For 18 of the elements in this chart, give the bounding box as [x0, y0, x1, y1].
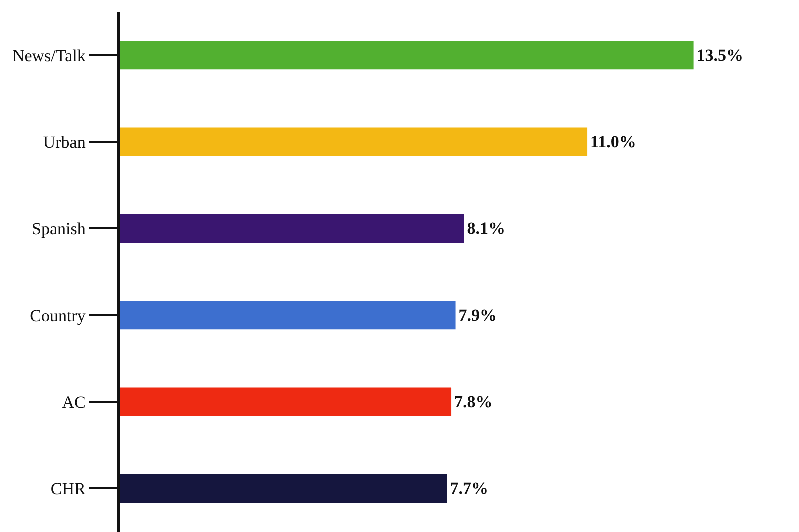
data-label: 8.1% [467, 219, 506, 238]
y-tick-label: Urban [43, 132, 86, 152]
y-tick-label: CHR [50, 480, 86, 499]
bar [120, 128, 588, 156]
bar [120, 41, 694, 70]
bar [120, 301, 456, 330]
y-tick-label: AC [62, 392, 86, 412]
data-label: 11.0% [590, 132, 636, 152]
bar [120, 214, 464, 243]
bar [120, 474, 448, 503]
data-label: 7.8% [454, 392, 493, 412]
y-tick-label: News/Talk [12, 46, 86, 66]
data-label: 7.7% [450, 479, 489, 498]
bar [120, 388, 452, 416]
y-tick-label: Country [30, 306, 86, 326]
y-tick-label: Spanish [32, 220, 86, 239]
data-label: 7.9% [458, 306, 498, 325]
data-label: 13.5% [696, 46, 744, 65]
